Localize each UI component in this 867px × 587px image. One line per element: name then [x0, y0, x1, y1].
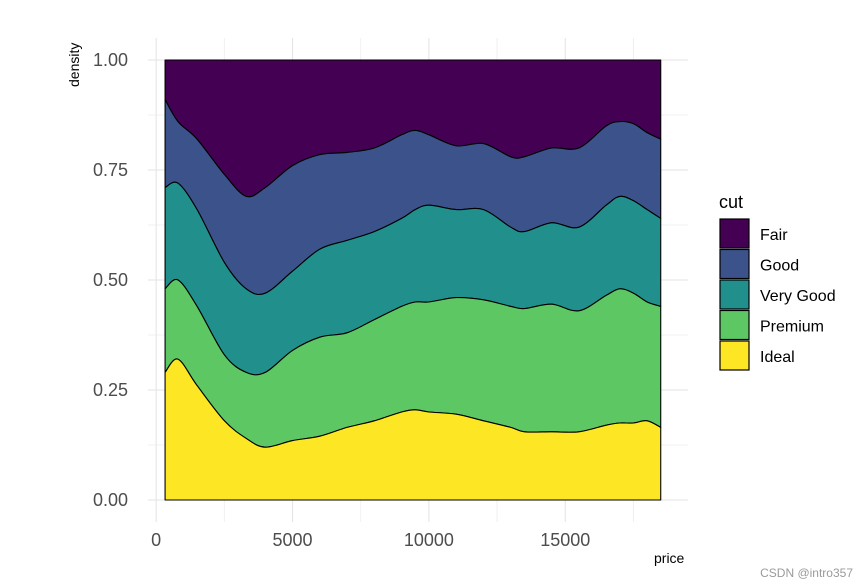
- legend-swatch: [719, 279, 750, 310]
- legend-label: Very Good: [760, 288, 836, 305]
- legend-swatch: [719, 248, 750, 280]
- legend: cut Fair Good Very Good Premium Ideal: [719, 192, 836, 371]
- x-tick-label: 0: [151, 530, 161, 550]
- x-axis-ticks: 0 5000 10000 15000: [151, 530, 590, 550]
- y-axis-title: density: [66, 43, 82, 87]
- legend-label: Good: [760, 258, 799, 275]
- x-tick-label: 5000: [273, 530, 313, 550]
- y-axis-ticks: 0.00 0.25 0.50 0.75 1.00: [93, 50, 128, 510]
- legend-items: Fair Good Very Good Premium Ideal: [719, 218, 836, 371]
- density-areas: [164, 59, 662, 501]
- legend-label: Ideal: [760, 349, 795, 366]
- watermark: CSDN @intro357: [760, 566, 853, 580]
- legend-label: Fair: [760, 227, 788, 244]
- y-tick-label: 1.00: [93, 50, 128, 70]
- x-axis-title: price: [654, 550, 685, 566]
- legend-swatch: [719, 340, 750, 371]
- legend-label: Premium: [760, 319, 824, 336]
- legend-swatch: [719, 309, 750, 341]
- y-tick-label: 0.75: [93, 160, 128, 180]
- y-tick-label: 0.00: [93, 490, 128, 510]
- x-tick-label: 10000: [404, 530, 454, 550]
- area-ideal: [164, 358, 662, 501]
- legend-title: cut: [719, 192, 743, 212]
- y-tick-label: 0.50: [93, 270, 128, 290]
- y-tick-label: 0.25: [93, 380, 128, 400]
- x-tick-label: 15000: [540, 530, 590, 550]
- legend-swatch: [719, 218, 750, 249]
